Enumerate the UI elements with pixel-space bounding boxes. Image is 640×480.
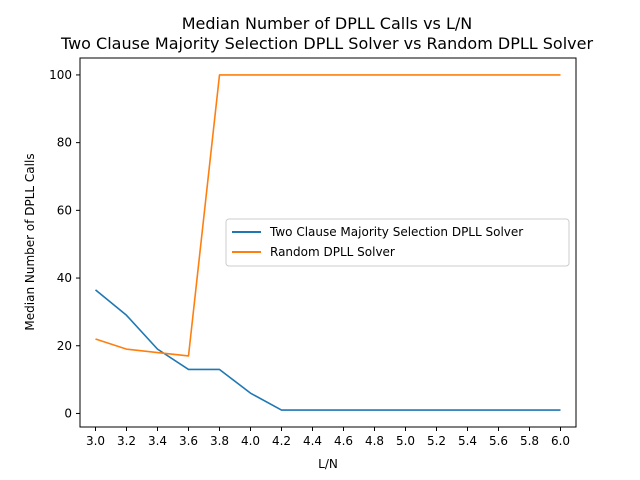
y-axis: 0 20 40 60 80 100 bbox=[49, 68, 80, 420]
x-tick-label: 4.6 bbox=[334, 434, 353, 448]
x-tick-label: 5.0 bbox=[396, 434, 415, 448]
chart-title-line-2: Two Clause Majority Selection DPLL Solve… bbox=[60, 34, 593, 53]
x-tick-label: 4.4 bbox=[303, 434, 322, 448]
x-axis-label: L/N bbox=[318, 457, 338, 471]
x-tick-label: 3.2 bbox=[117, 434, 136, 448]
plot-area bbox=[79, 57, 577, 428]
x-tick-label: 6.0 bbox=[551, 434, 570, 448]
x-tick-label: 5.4 bbox=[458, 434, 477, 448]
x-tick-label: 4.0 bbox=[241, 434, 260, 448]
legend-label-series-1: Two Clause Majority Selection DPLL Solve… bbox=[269, 225, 523, 239]
series-line-1 bbox=[94, 289, 561, 411]
x-tick-label: 3.0 bbox=[86, 434, 105, 448]
legend: Two Clause Majority Selection DPLL Solve… bbox=[225, 218, 570, 267]
y-tick-label: 60 bbox=[57, 203, 72, 217]
x-tick-label: 5.6 bbox=[489, 434, 508, 448]
y-tick-label: 20 bbox=[57, 339, 72, 353]
y-tick-label: 80 bbox=[57, 136, 72, 150]
y-tick-label: 40 bbox=[57, 271, 72, 285]
x-tick-label: 5.2 bbox=[427, 434, 446, 448]
series-lines bbox=[94, 74, 561, 411]
x-tick-label: 3.6 bbox=[179, 434, 198, 448]
legend-frame bbox=[225, 218, 570, 267]
x-tick-label: 3.8 bbox=[210, 434, 229, 448]
x-tick-label: 4.8 bbox=[365, 434, 384, 448]
series-line-2 bbox=[95, 74, 561, 357]
x-tick-label: 5.8 bbox=[520, 434, 539, 448]
chart-title-line-1: Median Number of DPLL Calls vs L/N bbox=[182, 14, 472, 33]
y-tick-label: 100 bbox=[49, 68, 72, 82]
x-tick-label: 3.4 bbox=[148, 434, 167, 448]
legend-label-series-2: Random DPLL Solver bbox=[270, 245, 395, 259]
x-axis: 3.0 3.2 3.4 3.6 3.8 4.0 4.2 4.4 4.6 4.8 5.0 5.2 5.4 5… bbox=[86, 427, 570, 448]
plot-frame bbox=[79, 57, 577, 428]
y-axis-label: Median Number of DPLL Calls bbox=[23, 153, 37, 330]
y-tick-label: 0 bbox=[64, 406, 72, 420]
x-tick-label: 4.2 bbox=[272, 434, 291, 448]
